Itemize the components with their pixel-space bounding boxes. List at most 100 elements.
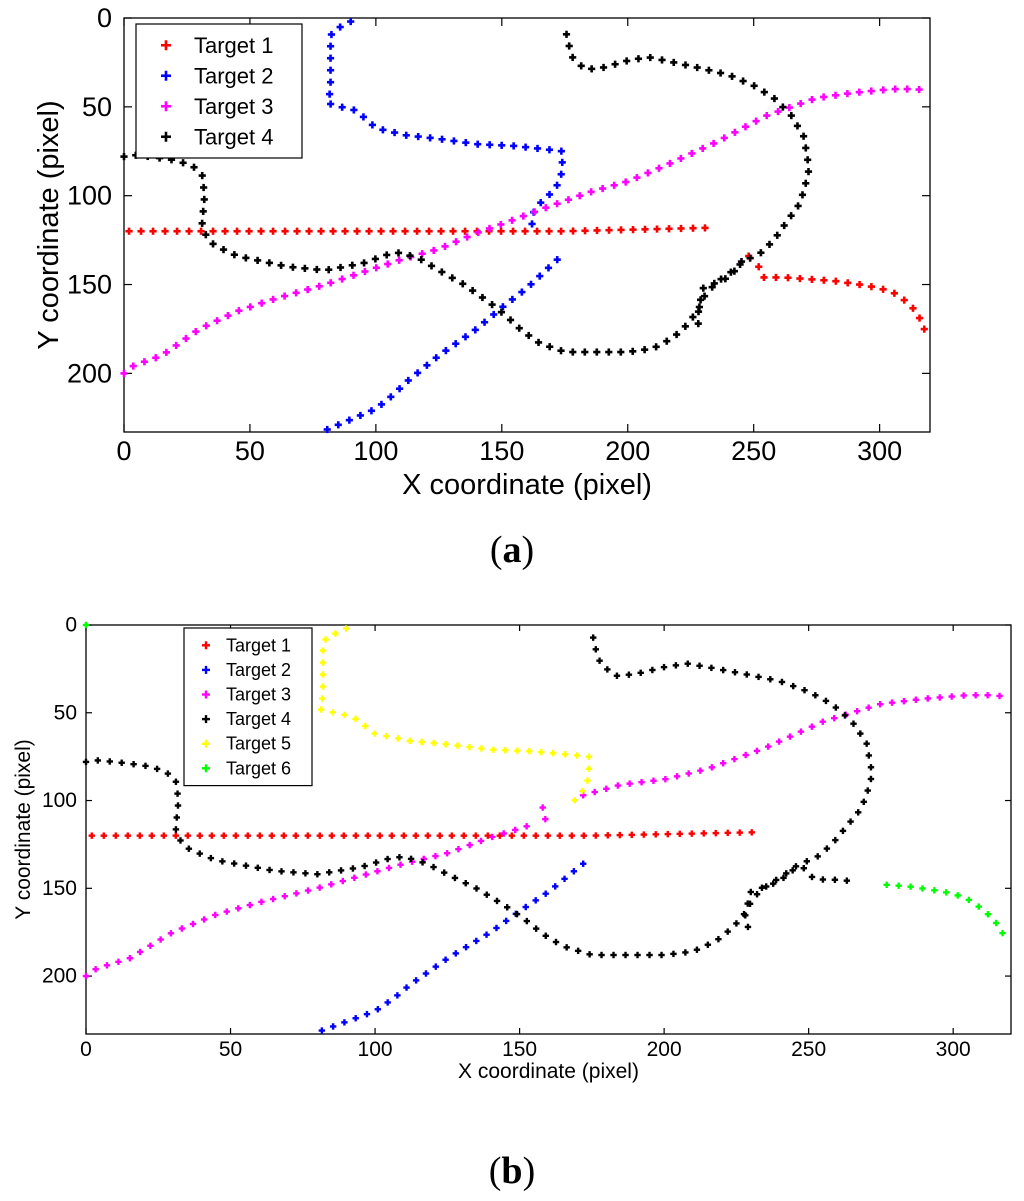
data-point — [172, 826, 180, 833]
data-point — [530, 208, 539, 216]
legend: Target 1 Target 2 Target 3 Target 4 — [135, 23, 303, 159]
legend-label: Target 4 — [226, 709, 291, 729]
data-point — [765, 240, 774, 248]
data-point — [591, 788, 598, 796]
data-point — [179, 159, 187, 167]
series-target-6 — [82, 621, 90, 629]
data-point — [130, 760, 137, 768]
data-point — [736, 829, 743, 836]
data-point — [220, 832, 227, 839]
data-point — [613, 672, 621, 679]
data-point — [484, 832, 491, 839]
series-target-4 — [82, 634, 875, 959]
data-point — [715, 935, 722, 943]
data-point — [876, 701, 884, 708]
data-point — [790, 682, 797, 690]
data-point — [758, 884, 766, 891]
data-point — [614, 782, 622, 789]
data-point — [513, 910, 521, 918]
data-point — [536, 272, 544, 280]
data-point — [322, 636, 329, 643]
data-point — [863, 740, 870, 747]
data-point — [377, 400, 386, 408]
data-point — [280, 832, 287, 839]
data-point — [653, 225, 661, 233]
data-point — [924, 695, 931, 702]
data-point — [585, 765, 593, 772]
data-point — [426, 134, 434, 142]
data-point — [450, 137, 458, 145]
data-point — [235, 307, 243, 315]
data-point — [708, 764, 716, 771]
data-point — [258, 898, 265, 906]
data-point — [525, 331, 533, 340]
data-point — [712, 829, 719, 837]
data-point — [526, 747, 533, 755]
data-point — [689, 224, 697, 232]
series-target-4-continued — [742, 865, 851, 931]
data-point — [302, 870, 309, 877]
data-point — [364, 832, 371, 839]
data-point — [907, 883, 914, 890]
data-point — [488, 301, 496, 309]
data-point — [847, 818, 854, 825]
data-point — [655, 164, 663, 172]
data-point — [794, 202, 802, 210]
data-point — [235, 905, 242, 912]
data-point — [719, 760, 727, 767]
data-point — [700, 292, 709, 300]
data-point — [430, 246, 438, 255]
data-point — [750, 82, 758, 90]
data-point — [190, 163, 198, 171]
data-point — [592, 832, 599, 839]
data-point — [327, 279, 335, 287]
data-point — [891, 85, 899, 93]
caption-a-letter: a — [503, 529, 522, 571]
data-point — [808, 723, 816, 730]
data-point — [785, 103, 793, 112]
data-point — [88, 832, 95, 839]
data-point — [628, 831, 635, 839]
data-point — [931, 887, 938, 894]
data-point — [462, 879, 469, 887]
data-point — [561, 875, 568, 883]
data-point — [242, 254, 250, 262]
data-point — [418, 738, 425, 746]
data-point — [490, 310, 498, 319]
data-point — [552, 938, 560, 946]
data-point — [502, 917, 510, 925]
data-point — [390, 128, 399, 137]
data-point — [684, 660, 691, 667]
data-point — [774, 107, 782, 116]
data-point — [318, 1027, 326, 1034]
data-point — [920, 325, 928, 333]
data-point — [172, 778, 180, 785]
data-point — [427, 262, 436, 270]
data-point — [915, 314, 924, 322]
data-point — [269, 295, 277, 304]
data-point — [804, 168, 813, 176]
data-point — [185, 845, 193, 852]
data-point — [338, 103, 346, 111]
data-point — [372, 859, 380, 866]
data-point — [483, 931, 490, 938]
data-point — [617, 226, 625, 234]
data-point — [681, 61, 690, 69]
data-point — [383, 251, 391, 259]
data-point — [984, 692, 991, 699]
data-point — [414, 132, 422, 141]
legend-label: Target 1 — [226, 635, 291, 655]
data-point — [803, 858, 811, 865]
data-point — [694, 320, 702, 328]
data-point — [649, 666, 656, 674]
data-point — [277, 261, 285, 269]
data-point — [724, 928, 731, 935]
data-point — [326, 54, 335, 62]
data-point — [432, 963, 439, 970]
data-point — [839, 827, 847, 835]
data-point — [161, 227, 169, 235]
data-point — [617, 348, 625, 356]
data-point — [779, 103, 787, 111]
data-point — [317, 706, 325, 713]
data-point — [581, 227, 589, 235]
